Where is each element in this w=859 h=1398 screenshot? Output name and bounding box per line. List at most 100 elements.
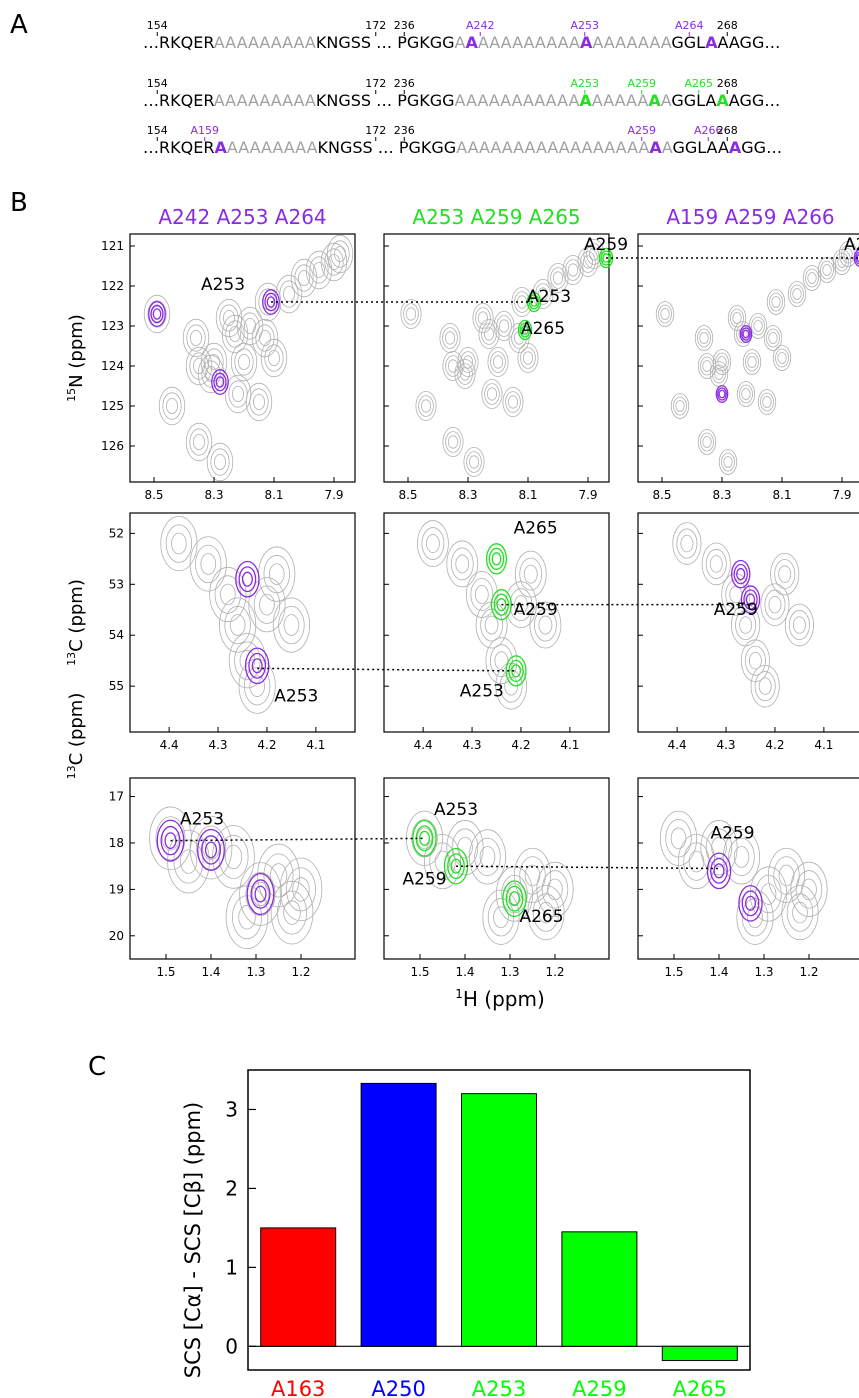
gray-contour xyxy=(472,303,494,334)
gray-contour xyxy=(403,303,419,325)
residue-number-label: 154 xyxy=(147,124,168,137)
gray-contour xyxy=(143,294,171,334)
gray-contour xyxy=(189,329,202,346)
peak-contour xyxy=(511,664,522,678)
x-axis-label: 1H (ppm) xyxy=(455,987,545,1011)
gray-contour xyxy=(220,583,236,606)
gray-contour xyxy=(514,550,547,598)
x-tick-label: 4.3 xyxy=(716,738,735,752)
gray-contour xyxy=(454,358,476,389)
peak-contour xyxy=(741,890,760,917)
spectrum-frame xyxy=(129,233,356,483)
gray-contour xyxy=(541,870,569,909)
sequence-segment: GGLA xyxy=(671,91,716,110)
gray-contour xyxy=(283,900,301,925)
x-tick-label: 1.5 xyxy=(664,965,683,979)
residue-number-label: 154 xyxy=(147,77,168,90)
gray-contour xyxy=(451,828,479,867)
gray-contour xyxy=(494,651,509,671)
sequence-segment: A xyxy=(716,91,729,110)
peak-contour xyxy=(213,372,227,392)
gray-contour xyxy=(727,305,747,331)
gray-contour xyxy=(297,270,310,287)
gray-contour xyxy=(672,522,702,565)
peak-contour xyxy=(718,389,726,399)
gray-contour xyxy=(206,442,234,482)
gray-contour xyxy=(787,281,807,307)
gray-contour xyxy=(418,395,434,417)
residue-number-label: A259 xyxy=(627,77,656,90)
gray-contour xyxy=(470,578,494,611)
peak-contour xyxy=(706,852,732,890)
gray-contour xyxy=(835,252,849,272)
peak-contour xyxy=(736,567,746,581)
gray-contour xyxy=(702,436,712,448)
y-tick-label: 17 xyxy=(109,790,124,804)
peak-contour xyxy=(731,559,751,589)
spectrum-plot: 4.4 4.3 4.2 4.1 52 53 54 55 A253 xyxy=(109,512,356,752)
gray-contour xyxy=(792,288,802,300)
peak-contour xyxy=(528,294,540,310)
gray-contour xyxy=(224,844,243,870)
gray-contour xyxy=(760,883,777,905)
gray-contour xyxy=(758,677,772,695)
peak-annotation: A265 xyxy=(521,319,565,339)
gray-contour xyxy=(405,307,417,321)
gray-contour xyxy=(715,352,729,372)
peak-contour xyxy=(262,289,280,315)
sequence-segment: GGL xyxy=(671,33,705,52)
x-tick-label: 1.2 xyxy=(799,965,818,979)
gray-contour xyxy=(195,825,226,870)
spectrum-plot: 8.5 8.3 8.1 7.9 A259 xyxy=(637,233,859,502)
peak-annotation: A253 xyxy=(527,287,571,307)
gray-contour xyxy=(420,399,432,413)
gray-contour xyxy=(490,351,506,373)
peak-contour xyxy=(250,879,271,909)
gray-contour xyxy=(234,348,254,376)
spectrum-column-title: A253 A259 A265 xyxy=(412,205,580,229)
peak-contour xyxy=(733,563,748,585)
gray-contour xyxy=(658,304,672,324)
sequence-segment: AAAAAAAAAAAAAAAAA xyxy=(456,138,649,157)
correlation-dotted-line xyxy=(257,667,517,672)
gray-contour xyxy=(807,272,817,284)
peak-annotation: A253 xyxy=(460,681,504,701)
gray-contour xyxy=(580,251,596,273)
gray-contour xyxy=(228,633,266,689)
gray-contour xyxy=(252,393,265,410)
peak-contour xyxy=(160,825,181,856)
residue-number-label: A259 xyxy=(627,124,656,137)
spectrum-frame xyxy=(637,233,859,483)
gray-contour xyxy=(468,829,507,885)
gray-contour xyxy=(229,614,246,636)
peak-contour xyxy=(254,885,267,903)
gray-contour xyxy=(162,392,182,420)
gray-contour xyxy=(741,898,769,937)
sequence-segment: GG… xyxy=(741,138,782,157)
correlation-dotted-line xyxy=(455,865,720,870)
gray-contour xyxy=(655,301,675,327)
x-tick-label: 4.1 xyxy=(814,738,833,752)
gray-contour xyxy=(294,264,314,292)
gray-contour xyxy=(239,649,256,672)
gray-contour xyxy=(213,453,226,470)
gray-contour xyxy=(790,284,804,304)
sequence-segment: AAGG… xyxy=(717,33,780,52)
gray-contour xyxy=(231,385,244,402)
correlation-dotted-line xyxy=(170,837,425,842)
sequence-row: …RKQERAAAAAAAAAKNGSS … PGKGGAAAAAAAAAAAA… xyxy=(143,91,780,110)
y-tick-label: 126 xyxy=(101,439,124,453)
x-tick-label: 1.5 xyxy=(156,965,175,979)
residue-number-label: A253 xyxy=(570,19,599,32)
gray-contour xyxy=(475,307,491,329)
gray-contour xyxy=(701,542,731,586)
peak-contour xyxy=(197,828,225,871)
x-tick-label: 1.3 xyxy=(246,965,265,979)
gray-contour xyxy=(426,534,440,553)
gray-contour xyxy=(279,857,323,922)
x-tick-label: 4.1 xyxy=(560,738,579,752)
gray-contour xyxy=(446,820,484,876)
peak-annotation: A253 xyxy=(434,800,478,820)
y-tick-label: 124 xyxy=(101,359,124,373)
gray-contour xyxy=(775,348,789,368)
